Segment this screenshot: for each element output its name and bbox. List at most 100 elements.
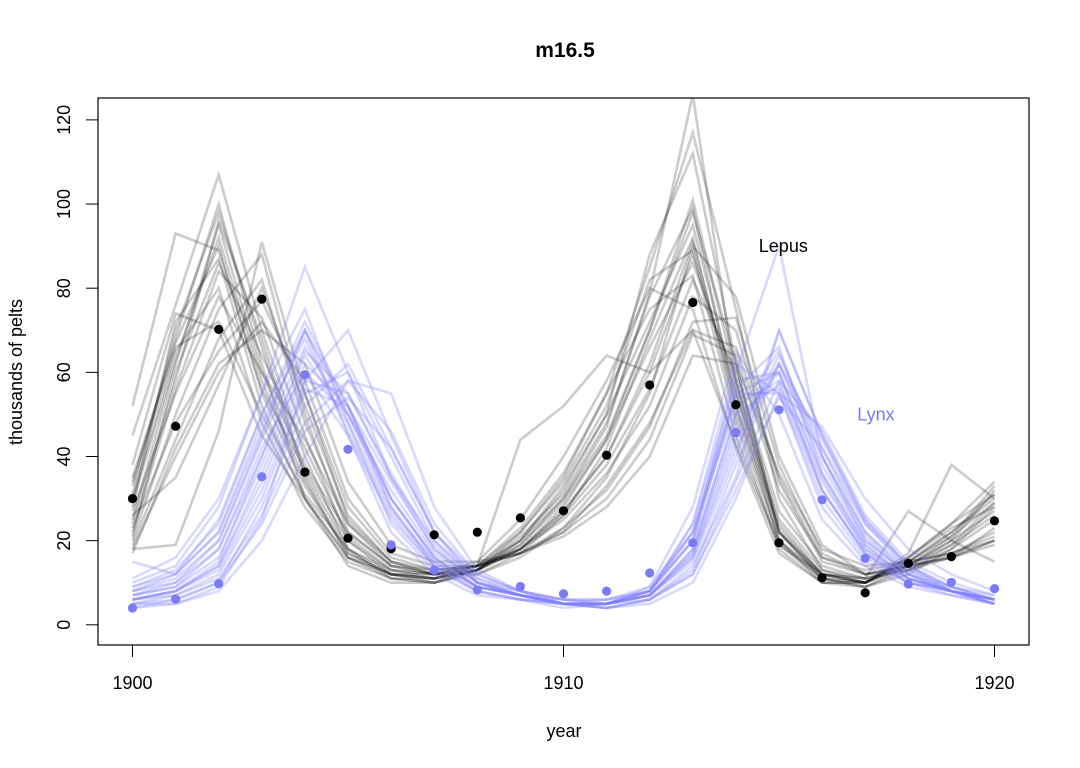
lynx-posterior-lines [131,241,995,610]
lepus-posterior-line-10 [131,319,995,572]
lepus-observed-point [171,421,181,431]
y-tick-label: 120 [54,105,74,135]
lynx-posterior-line-12 [132,352,995,606]
lynx-posterior-line-0 [131,241,995,601]
lynx-observed-point [602,586,612,596]
lynx-posterior-line-16 [132,360,995,606]
y-tick-label: 0 [54,620,74,630]
lynx-observed-point [903,579,913,589]
lynx-posterior-line-10 [132,361,995,606]
lepus-observed-point [989,516,1000,526]
lynx-observed-point [645,568,655,578]
lynx-posterior-line-14 [132,378,995,610]
lepus-posterior-line-18 [131,328,995,568]
lepus-posterior-line-5 [131,233,996,585]
lepus-posterior-line-15 [131,286,996,585]
lynx-observed-point [774,405,784,415]
lepus-observed-point [817,573,827,583]
x-tick-label: 1910 [543,673,583,693]
lynx-posterior-line-6 [132,379,995,610]
lynx-posterior-line-19 [132,327,995,606]
lepus-observed-point [731,400,741,410]
lynx-posterior-line-17 [132,352,995,606]
lynx-observed-point [860,553,870,563]
y-axis: 0 20 40 60 80 100 120 [54,105,99,630]
lepus-observed-point [472,527,482,537]
lepus-posterior-line-8 [131,276,995,576]
y-tick-label: 20 [54,531,74,551]
lynx-observed-point [343,444,353,454]
y-tick-label: 100 [54,189,74,219]
lepus-observed-point [429,530,439,540]
lynx-posterior-line-11 [132,335,995,601]
y-tick-label: 60 [54,362,74,382]
lepus-posterior-lines [131,98,996,589]
lynx-observed-point [817,495,827,505]
x-tick-label: 1920 [974,673,1014,693]
lepus-observed-point [645,380,655,390]
lynx-posterior-line-4 [132,369,995,606]
lynx-posterior-line-8 [132,306,995,606]
lynx-posterior-line-2 [132,327,995,606]
lynx-posterior-line-9 [132,360,995,610]
lepus-observed-point [774,538,784,548]
lynx-observed-point [472,585,482,595]
x-axis-label: year [546,721,581,741]
lepus-posterior-line-17 [131,204,996,585]
lepus-observed-point [214,324,224,334]
lepus-observed-point [343,533,353,543]
lepus-observed-points [127,294,1000,598]
lepus-observed-point [127,494,138,504]
lynx-posterior-line-20 [132,361,995,606]
chart-title: m16.5 [535,39,595,62]
lynx-observed-points [127,370,1000,613]
lynx-posterior-line-13 [132,344,995,606]
lynx-observed-point [688,538,698,548]
lynx-observed-point [515,581,526,592]
lynx-observed-point [386,540,396,550]
lepus-observed-point [515,513,526,523]
lepus-posterior-line-21 [131,319,996,585]
lepus-observed-point [558,506,569,516]
lynx-observed-point [127,603,138,613]
lepus-posterior-line-2 [132,241,995,576]
y-tick-label: 80 [54,278,74,298]
lynx-observed-point [214,579,224,589]
lynx-posterior-line-7 [132,326,995,606]
lepus-posterior-line-12 [131,195,996,585]
lynx-posterior-line-15 [132,318,995,606]
lynx-observed-point [558,589,569,599]
lynx-posterior-line-1 [132,326,995,610]
lynx-observed-point [731,427,741,438]
annotations: Lepus Lynx [759,236,895,424]
lynx-observed-point [300,370,310,380]
x-axis: 1900 1910 1920 [112,644,1015,693]
lepus-observed-point [688,297,698,308]
annotation-lepus: Lepus [759,236,808,256]
lepus-posterior-line-3 [131,98,996,585]
lynx-observed-point [989,584,1000,594]
x-tick-label: 1900 [112,673,152,693]
lepus-posterior-line-16 [131,298,995,576]
lepus-posterior-line-6 [131,251,996,580]
y-tick-label: 40 [54,446,74,466]
lepus-posterior-line-11 [131,273,996,585]
lynx-observed-point [429,565,439,575]
lepus-posterior-line-0 [131,208,996,589]
lepus-posterior-line-9 [131,242,996,585]
lepus-posterior-line-13 [131,284,996,576]
lepus-posterior-line-7 [131,221,996,589]
lynx-observed-point [171,594,181,604]
lynx-posterior-line-5 [132,327,995,610]
lepus-observed-point [860,588,870,598]
y-axis-label: thousands of pelts [6,299,26,445]
lynx-posterior-line-18 [132,395,995,610]
lepus-observed-point [903,558,913,569]
lepus-observed-point [946,552,957,562]
lynx-observed-point [946,577,957,587]
lepus-posterior-line-19 [131,149,996,589]
annotation-lynx: Lynx [857,404,894,424]
lynx-posterior-line-3 [132,348,995,606]
lepus-observed-point [300,467,310,477]
